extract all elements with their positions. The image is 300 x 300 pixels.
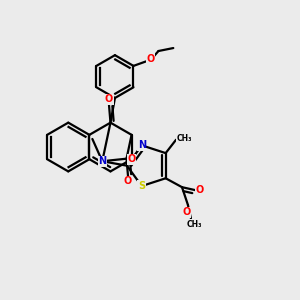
Text: O: O [105, 94, 113, 104]
Text: O: O [196, 185, 204, 195]
Text: N: N [138, 140, 146, 150]
Text: O: O [128, 154, 136, 164]
Text: S: S [138, 181, 145, 191]
Text: O: O [182, 207, 190, 218]
Text: O: O [146, 54, 154, 64]
Text: CH₃: CH₃ [177, 134, 192, 143]
Text: O: O [124, 176, 132, 186]
Text: N: N [98, 156, 106, 166]
Text: CH₃: CH₃ [187, 220, 202, 229]
